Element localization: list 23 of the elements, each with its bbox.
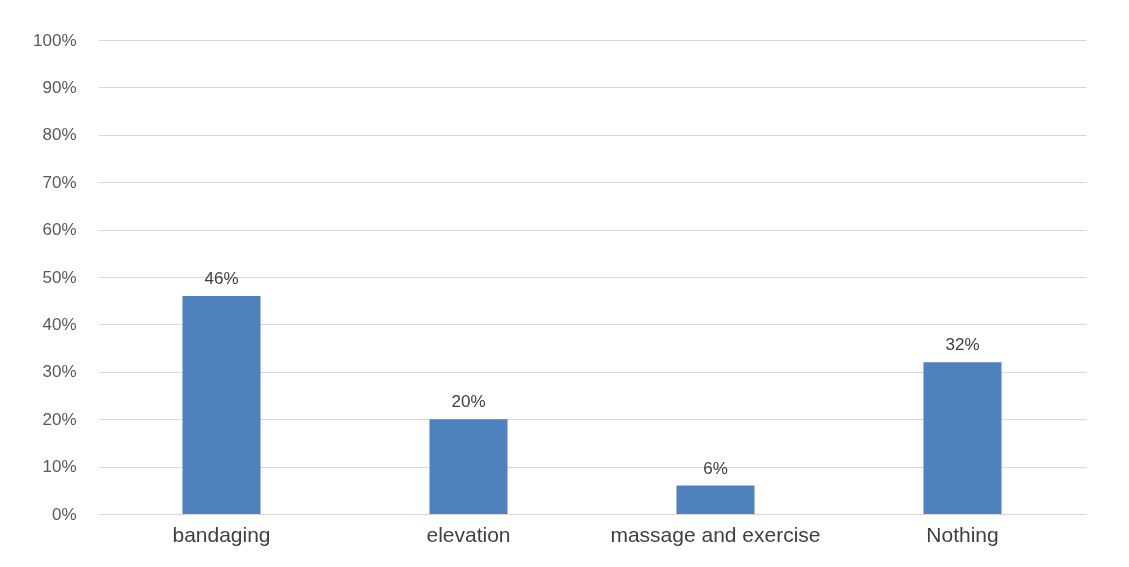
- y-tick-label: 70%: [42, 172, 77, 192]
- x-tick-label: massage and exercise: [610, 522, 821, 546]
- y-tick-label: 10%: [42, 457, 77, 477]
- bar: [923, 362, 1002, 514]
- x-tick-label: bandaging: [172, 522, 271, 546]
- bar: [676, 485, 755, 514]
- x-tick-label: Nothing: [926, 522, 999, 546]
- x-tick-label: elevation: [426, 522, 511, 546]
- y-tick-label: 50%: [42, 267, 77, 287]
- y-tick-label: 100%: [33, 30, 77, 50]
- y-tick-label: 80%: [42, 125, 77, 145]
- data-label: 32%: [945, 335, 980, 355]
- data-label: 46%: [204, 268, 239, 288]
- y-tick-label: 40%: [42, 314, 77, 334]
- y-tick-label: 0%: [51, 504, 77, 524]
- y-tick-label: 30%: [42, 362, 77, 382]
- data-label: 6%: [703, 458, 728, 478]
- y-tick-label: 20%: [42, 409, 77, 429]
- y-tick-label: 90%: [42, 77, 77, 97]
- bar: [182, 295, 261, 514]
- bar: [429, 419, 508, 514]
- data-label: 20%: [451, 392, 486, 412]
- y-tick-label: 60%: [42, 220, 77, 240]
